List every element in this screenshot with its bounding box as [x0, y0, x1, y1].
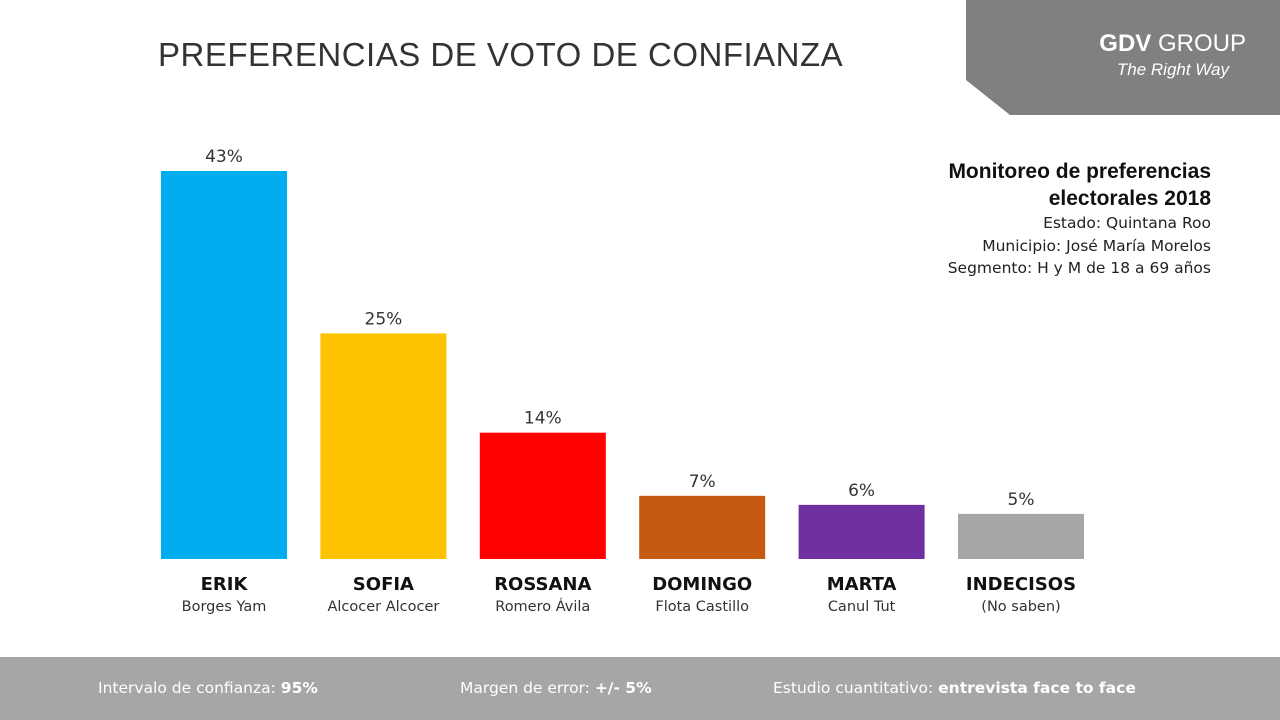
study-title-line1: Monitoreo de preferencias [948, 160, 1211, 183]
category-sublabel-rossana: Romero Ávila [495, 598, 590, 615]
footer-estudio-label: Estudio cuantitativo: [773, 679, 939, 697]
brand-name: GDV GROUP [966, 30, 1246, 58]
footer-margen-value: +/- 5% [594, 679, 652, 697]
category-label-erik: ERIK [201, 574, 249, 595]
bar-marta [798, 504, 925, 559]
brand-banner: GDV GROUP The Right Way [966, 0, 1280, 115]
category-sublabel-domingo: Flota Castillo [655, 599, 749, 615]
bar-chart: 43% ERIK Borges Yam 25% SOFIA Alcocer Alcocer… [161, 147, 1084, 615]
data-label-erik: 43% [205, 147, 243, 167]
footer-intervalo-label: Intervalo de confianza: [98, 679, 281, 697]
bar-sofia [320, 333, 447, 559]
bar-indecisos [958, 513, 1084, 559]
brand-banner-shape [966, 0, 1280, 115]
footer-estudio: Estudio cuantitativo: entrevista face to… [773, 679, 1136, 697]
study-municipio: Municipio: José María Morelos [982, 236, 1211, 255]
data-label-indecisos: 5% [1008, 490, 1035, 510]
brand-name-bold: GDV [1099, 30, 1152, 57]
category-label-rossana: ROSSANA [494, 574, 591, 595]
bar-domingo [639, 495, 766, 559]
category-label-marta: MARTA [827, 574, 897, 595]
category-sublabel-erik: Borges Yam [182, 599, 267, 615]
category-label-domingo: DOMINGO [652, 574, 752, 595]
footer-estudio-value: entrevista face to face [938, 679, 1136, 697]
study-title-line2: electorales 2018 [1048, 187, 1211, 210]
brand-tagline: The Right Way [1116, 60, 1229, 79]
study-segmento: Segmento: H y M de 18 a 69 años [947, 259, 1211, 277]
data-label-sofia: 25% [365, 309, 403, 329]
footer-intervalo-value: 95% [280, 679, 318, 697]
category-label-sofia: SOFIA [353, 574, 414, 595]
study-estado: Estado: Quintana Roo [1043, 214, 1211, 232]
data-label-domingo: 7% [689, 472, 716, 492]
bar-erik [161, 171, 287, 559]
category-label-indecisos: INDECISOS [966, 574, 1076, 595]
brand-name-rest: GROUP [1157, 30, 1246, 57]
bar-rossana [479, 432, 606, 559]
category-sublabel-sofia: Alcocer Alcocer [327, 599, 439, 615]
data-label-marta: 6% [848, 481, 875, 501]
footer-intervalo: Intervalo de confianza: 95% [98, 679, 318, 697]
footer-bar: Intervalo de confianza: 95% Margen de er… [0, 657, 1280, 720]
data-label-rossana: 14% [524, 409, 562, 429]
category-sublabel-indecisos: (No saben) [981, 599, 1060, 615]
category-sublabel-marta: Canul Tut [828, 599, 896, 615]
study-info: Monitoreo de preferencias electorales 20… [948, 158, 1211, 280]
footer-margen: Margen de error: +/- 5% [460, 679, 652, 697]
page-title: PREFERENCIAS DE VOTO DE CONFIANZA [158, 36, 844, 73]
footer-margen-label: Margen de error: [460, 679, 595, 697]
